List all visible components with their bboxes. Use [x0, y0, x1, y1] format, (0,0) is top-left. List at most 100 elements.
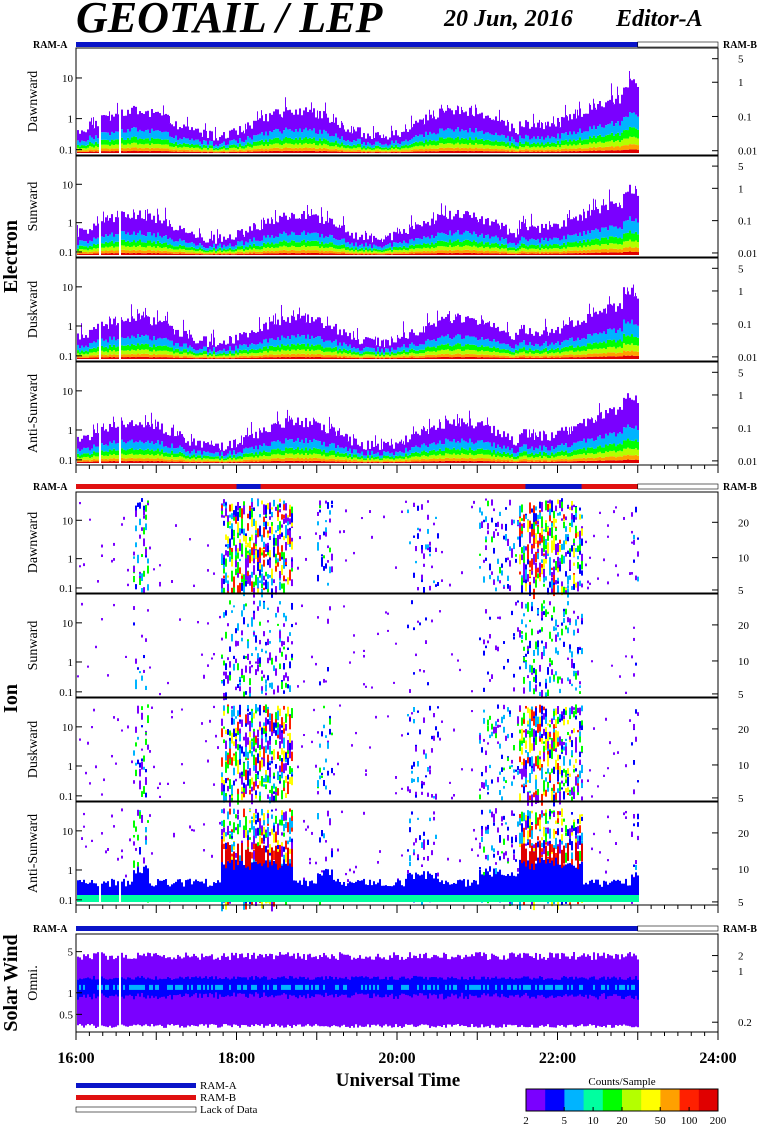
spectrogram-cell: [145, 210, 146, 221]
spectrogram-cell: [131, 143, 133, 148]
spectrogram-cell: [207, 138, 209, 145]
spectrogram-cell: [133, 127, 135, 136]
spectrogram-cell: [445, 148, 447, 151]
spectrogram-cell: [145, 221, 147, 236]
spectrogram-cell: [105, 217, 107, 234]
spectrogram-cell: [621, 253, 623, 255]
spectrogram-cell: [159, 144, 161, 148]
spectrogram-cell: [117, 234, 119, 242]
spectrogram-cell: [619, 142, 621, 147]
spectrogram-cell: [565, 227, 567, 240]
spectrogram-cell: [205, 248, 207, 250]
spectrogram-cell: [163, 357, 165, 359]
spectrogram-cell: [87, 347, 89, 351]
spectrogram-cell: [579, 214, 581, 232]
spectrogram-cell: [531, 214, 532, 225]
spectrogram-cell: [163, 105, 164, 114]
spectrogram-cell: [263, 121, 265, 135]
spectrogram-cell: [343, 248, 345, 251]
spectrogram-cell: [239, 353, 241, 356]
spectrogram-cell: [371, 252, 373, 253]
spectrogram-cell: [455, 241, 457, 246]
spectrogram-cell: [427, 149, 429, 151]
spectrogram-cell: [185, 353, 187, 356]
spectrogram-cell: [253, 223, 255, 237]
spectrogram-cell: [577, 236, 579, 243]
spectrogram-cell: [575, 141, 577, 145]
spectrogram-cell: [573, 235, 575, 242]
spectrogram-cell: [585, 235, 587, 242]
spectrogram-cell: [625, 241, 627, 247]
spectrogram-cell: [465, 253, 467, 255]
spectrogram-cell: [379, 149, 381, 151]
spectrogram-cell: [231, 343, 233, 350]
spectrogram-cell: [331, 146, 333, 149]
spectrogram-cell: [93, 251, 95, 253]
spectrogram-cell: [269, 248, 271, 251]
spectrogram-cell: [603, 107, 605, 128]
spectrogram-cell: [445, 217, 447, 234]
spectrogram-cell: [135, 346, 137, 351]
spectrogram-cell: [137, 151, 139, 153]
spectrogram-cell: [217, 246, 219, 249]
spectrogram-cell: [443, 246, 445, 250]
spectrogram-cell: [315, 250, 317, 253]
spectrogram-cell: [395, 140, 397, 145]
spectrogram-cell: [609, 252, 611, 255]
spectrogram-cell: [341, 151, 343, 153]
spectrogram-cell: [431, 141, 433, 146]
spectrogram-cell: [237, 357, 239, 358]
spectrogram-cell: [245, 345, 247, 350]
spectrogram-cell: [363, 146, 365, 149]
spectrogram-cell: [305, 143, 307, 148]
spectrogram-cell: [411, 144, 413, 147]
spectrogram-cell: [587, 231, 589, 240]
spectrogram-cell: [225, 148, 227, 150]
spectrogram-cell: [571, 141, 573, 145]
spectrogram-cell: [189, 350, 191, 353]
spectrogram-cell: [291, 344, 293, 350]
spectrogram-cell: [443, 131, 445, 139]
spectrogram-cell: [563, 247, 565, 250]
spectrogram-cell: [353, 246, 355, 249]
spectrogram-cell: [261, 229, 263, 241]
spectrogram-cell: [227, 357, 229, 358]
spectrogram-cell: [197, 249, 199, 251]
spectrogram-cell: [457, 106, 459, 127]
spectrogram-cell: [405, 140, 407, 145]
spectrogram-cell: [165, 338, 167, 346]
spectrogram-cell: [511, 143, 513, 147]
spectrogram-cell: [299, 247, 301, 251]
spectrogram-cell: [555, 251, 557, 253]
spectrogram-cell: [417, 251, 419, 253]
spectrogram-cell: [421, 239, 423, 245]
spectrogram-cell: [129, 247, 131, 251]
spectrogram-cell: [445, 138, 447, 143]
spectrogram-cell: [117, 114, 119, 131]
spectrogram-cell: [475, 242, 477, 247]
spectrogram-cell: [575, 250, 577, 253]
spectrogram-cell: [629, 251, 631, 255]
spectrogram-cell: [449, 231, 451, 240]
spectrogram-cell: [593, 99, 594, 104]
spectrogram-cell: [221, 358, 223, 359]
spectrogram-cell: [185, 144, 187, 147]
spectrogram-cell: [269, 322, 271, 339]
spectrogram-cell: [137, 114, 139, 131]
spectrogram-cell: [271, 217, 272, 219]
spectrogram-cell: [343, 148, 345, 150]
spectrogram-cell: [267, 142, 269, 146]
spectrogram-cell: [619, 136, 621, 142]
spectrogram-cell: [605, 249, 607, 253]
spectrogram-cell: [133, 151, 135, 153]
spectrogram-cell: [191, 250, 193, 252]
spectrogram-cell: [513, 148, 515, 150]
spectrogram-cell: [449, 108, 451, 128]
spectrogram-cell: [531, 147, 533, 150]
spectrogram-cell: [513, 250, 515, 252]
spectrogram-cell: [561, 133, 563, 140]
spectrogram-cell: [123, 253, 125, 255]
spectrogram-cell: [179, 152, 181, 153]
spectrogram-cell: [147, 241, 149, 246]
spectrogram-cell: [129, 219, 131, 235]
